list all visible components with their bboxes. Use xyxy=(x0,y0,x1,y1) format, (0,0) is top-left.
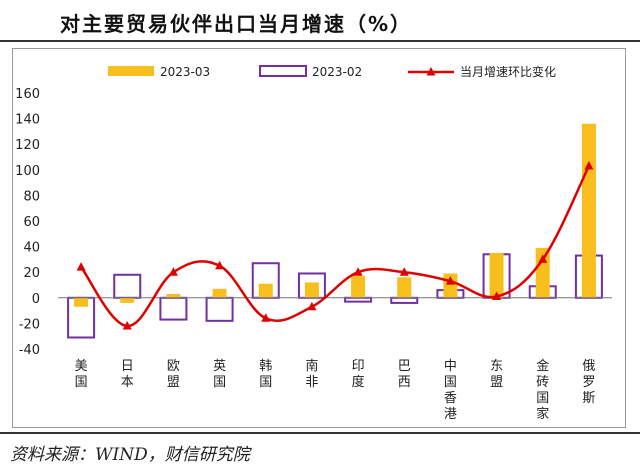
bar-2023-03 xyxy=(581,123,596,298)
y-tick-label: 140 xyxy=(15,113,40,128)
line-marker xyxy=(261,313,271,322)
x-tick-label: 金砖国家 xyxy=(536,358,549,422)
bar-2023-02 xyxy=(159,296,188,321)
y-tick-label: 160 xyxy=(15,87,40,102)
legend-label-line: 当月增速环比变化 xyxy=(460,64,556,79)
line-marker xyxy=(122,320,132,330)
x-tick-label: 英国 xyxy=(213,359,226,390)
line-marker xyxy=(353,267,363,276)
legend: 2023-03 2023-02 当月增速环比变化 xyxy=(108,64,556,79)
line-marker xyxy=(538,254,548,263)
y-tick-label: 80 xyxy=(23,189,40,204)
line-marker xyxy=(445,276,455,285)
y-tick-label: 60 xyxy=(23,215,40,230)
x-tick-label: 中国香港 xyxy=(444,359,457,422)
bar-2023-03 xyxy=(535,247,550,298)
bar-2023-03 xyxy=(351,276,366,298)
source-note: 资料来源：WIND，财信研究院 xyxy=(10,445,250,465)
bar-2023-02 xyxy=(113,273,142,299)
bar-2023-03 xyxy=(304,282,319,298)
y-tick-label: 40 xyxy=(23,241,40,256)
line-marker xyxy=(584,160,594,170)
bar-2023-03 xyxy=(489,253,504,298)
x-tick-label: 东盟 xyxy=(490,359,503,390)
x-tick-label: 俄罗斯 xyxy=(582,359,595,406)
y-tick-label: 100 xyxy=(15,164,40,179)
x-axis-labels: 美国 日本 欧盟 英国 韩国 南非 印度 巴西 中国香港 东盟 金砖国家 俄罗斯 xyxy=(75,358,596,422)
y-tick-label: 20 xyxy=(23,266,40,281)
bottom-rule xyxy=(0,432,640,434)
line-marker xyxy=(399,267,409,276)
legend-swatch-2023-03 xyxy=(108,66,154,76)
chart-frame xyxy=(12,48,626,428)
y-tick-label: 120 xyxy=(15,138,40,153)
legend-swatch-2023-02 xyxy=(259,65,307,77)
bar-2023-03 xyxy=(212,288,227,298)
x-tick-label: 印度 xyxy=(352,359,365,390)
x-tick-label: 欧盟 xyxy=(167,359,180,390)
x-tick-label: 美国 xyxy=(75,359,88,390)
line-path xyxy=(80,165,591,328)
bar-2023-03 xyxy=(120,297,135,303)
y-tick-label: -20 xyxy=(19,317,40,332)
x-tick-label: 日本 xyxy=(121,359,134,390)
x-tick-label: 巴西 xyxy=(398,359,411,390)
top-rule xyxy=(0,40,640,42)
bar-2023-03 xyxy=(258,283,273,298)
line-series xyxy=(76,160,594,330)
legend-label-2023-03: 2023-03 xyxy=(160,65,210,79)
bar-2023-03 xyxy=(74,297,89,307)
line-marker xyxy=(168,267,178,276)
chart-title: 对主要贸易伙伴出口当月增速（%） xyxy=(60,12,413,36)
line-marker xyxy=(307,301,317,311)
legend-swatch-marker xyxy=(426,67,436,76)
bar-2023-03 xyxy=(397,277,412,298)
line-marker xyxy=(492,291,502,301)
y-tick-label: 0 xyxy=(32,292,40,307)
bar-2023-02 xyxy=(390,296,419,304)
y-tick-label: -40 xyxy=(19,343,40,358)
bar-2023-02 xyxy=(344,296,373,303)
x-tick-label: 韩国 xyxy=(259,359,272,390)
line-marker xyxy=(215,260,225,270)
x-tick-label: 南非 xyxy=(305,358,318,390)
y-axis: -40 -20 0 20 40 60 80 100 120 140 160 xyxy=(15,87,40,358)
legend-label-2023-02: 2023-02 xyxy=(312,65,362,79)
line-marker xyxy=(76,262,86,271)
bar-2023-03 xyxy=(166,293,181,298)
bar-2023-02 xyxy=(205,296,234,322)
